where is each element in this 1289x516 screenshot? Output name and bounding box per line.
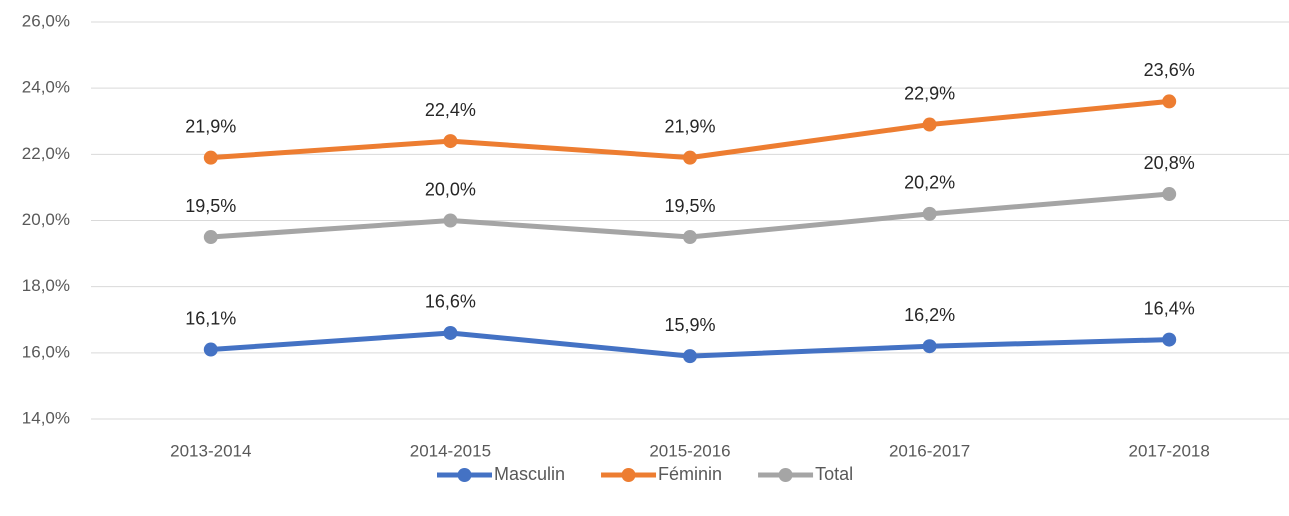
point <box>203 150 218 165</box>
data-label: 21,9% <box>664 116 715 136</box>
x-tick-label: 2013-2014 <box>170 441 251 460</box>
x-tick-label: 2014-2015 <box>410 441 491 460</box>
y-tick-label: 22,0% <box>22 144 70 163</box>
data-label: 16,6% <box>425 292 476 312</box>
data-label: 23,6% <box>1144 60 1195 80</box>
data-label: 19,5% <box>664 196 715 216</box>
data-label: 20,8% <box>1144 153 1195 173</box>
point <box>203 342 218 357</box>
data-label: 16,2% <box>904 305 955 325</box>
point <box>1162 94 1177 109</box>
legend-label: Total <box>815 464 853 484</box>
point <box>1162 332 1177 347</box>
point <box>443 325 458 340</box>
point <box>683 230 697 245</box>
x-tick-label: 2015-2016 <box>649 441 730 460</box>
data-label: 22,9% <box>904 83 955 103</box>
point <box>922 117 937 132</box>
legend-label: Masculin <box>494 464 565 484</box>
data-label: 22,4% <box>425 100 476 120</box>
point <box>1162 187 1177 202</box>
legend-label: Féminin <box>658 464 722 484</box>
data-label: 21,9% <box>185 116 236 136</box>
data-label: 20,2% <box>904 173 955 193</box>
point <box>683 349 697 364</box>
data-label: 16,4% <box>1144 298 1195 318</box>
legend-marker <box>621 468 636 482</box>
data-label: 16,1% <box>185 308 236 328</box>
legend-marker <box>457 468 472 482</box>
data-label: 15,9% <box>664 315 715 335</box>
y-tick-label: 20,0% <box>22 210 70 229</box>
legend-marker <box>778 468 793 482</box>
y-tick-label: 14,0% <box>22 408 70 427</box>
point <box>922 206 937 221</box>
point <box>443 213 458 228</box>
point <box>922 339 937 354</box>
x-tick-label: 2017-2018 <box>1129 441 1210 460</box>
point <box>683 150 697 165</box>
point <box>443 134 458 149</box>
y-tick-label: 16,0% <box>22 342 70 361</box>
y-tick-label: 24,0% <box>22 78 70 97</box>
y-tick-label: 18,0% <box>22 276 70 295</box>
point <box>203 230 218 245</box>
data-label: 19,5% <box>185 196 236 216</box>
data-label: 20,0% <box>425 179 476 199</box>
x-tick-label: 2016-2017 <box>889 441 970 460</box>
y-tick-label: 26,0% <box>22 11 70 30</box>
